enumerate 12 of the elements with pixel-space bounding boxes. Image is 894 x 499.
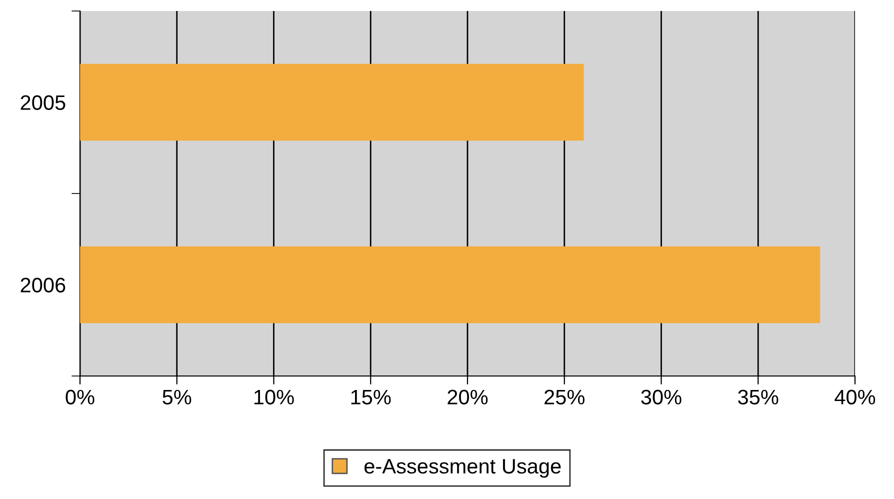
x-tick-label: 40% (834, 390, 876, 404)
legend-label: e-Assessment Usage (364, 459, 561, 478)
x-tick-label: 10% (254, 390, 294, 404)
x-tick-label: 30% (641, 390, 682, 404)
x-tick-label: 35% (738, 390, 778, 404)
x-tick-label: 5% (162, 390, 192, 404)
x-tick-label: 0% (66, 390, 94, 404)
y-tick-label: 2006 (20, 278, 66, 293)
x-tick-label: 20% (448, 390, 488, 404)
x-tick-label: 25% (544, 390, 584, 404)
x-tick-label: 15% (351, 390, 391, 404)
y-tick-label: 2005 (20, 95, 66, 110)
